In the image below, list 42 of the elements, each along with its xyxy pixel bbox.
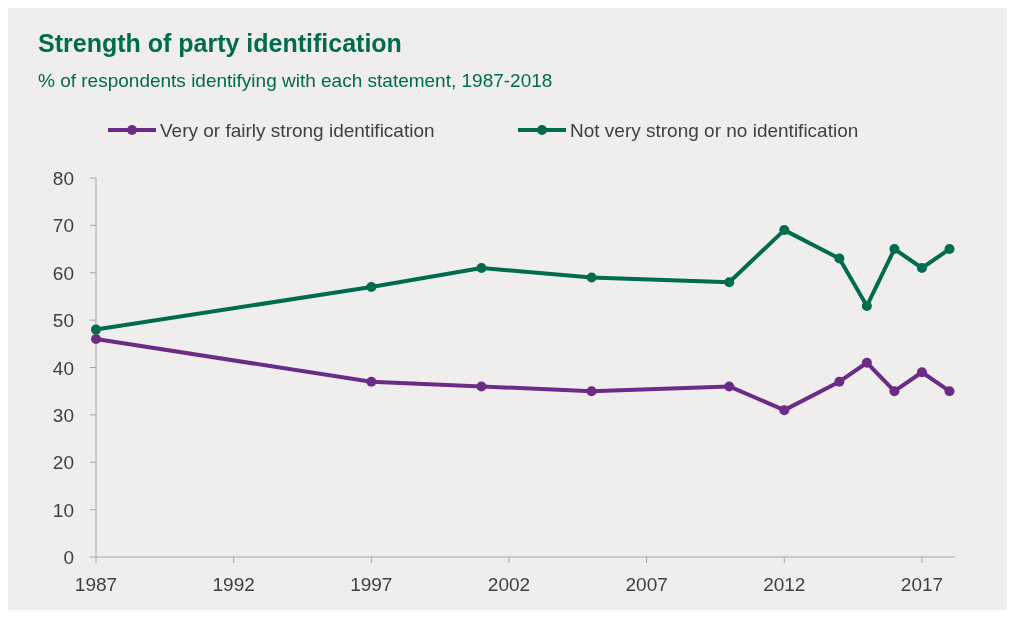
y-tick-label: 50 xyxy=(52,310,74,332)
y-tick-label: 80 xyxy=(52,168,74,189)
chart-title: Strength of party identification xyxy=(38,29,402,57)
point xyxy=(476,381,487,392)
point xyxy=(91,324,101,335)
x-tick-label: 2002 xyxy=(487,574,531,595)
point xyxy=(779,225,790,236)
point xyxy=(944,386,955,397)
point xyxy=(834,376,845,387)
point xyxy=(366,281,377,292)
x-tick-label: 2012 xyxy=(763,574,806,595)
y-tick-label: 60 xyxy=(52,262,74,284)
point xyxy=(861,357,872,368)
x-tick-label: 1987 xyxy=(74,574,118,595)
point xyxy=(944,244,955,255)
x-tick-label: 1997 xyxy=(350,574,393,595)
point xyxy=(724,381,735,392)
y-tick-label: 30 xyxy=(52,404,74,426)
point xyxy=(916,367,927,378)
y-tick-label: 10 xyxy=(52,499,74,521)
point xyxy=(834,253,845,264)
point xyxy=(476,263,487,274)
y-tick-label: 20 xyxy=(52,452,74,474)
y-tick-label: 40 xyxy=(52,357,74,379)
point xyxy=(366,376,377,387)
point xyxy=(889,386,900,397)
point xyxy=(724,277,735,288)
point xyxy=(586,272,597,283)
x-tick-label: 2007 xyxy=(625,574,668,595)
x-tick-label: 2017 xyxy=(900,574,944,595)
legend-label: Not very strong or no identification xyxy=(570,120,859,141)
y-tick-label: 70 xyxy=(52,215,74,237)
point xyxy=(861,300,872,311)
point xyxy=(586,386,597,397)
point xyxy=(91,334,101,345)
x-tick-label: 1992 xyxy=(212,574,255,595)
point xyxy=(916,263,927,274)
point xyxy=(779,405,790,416)
point xyxy=(889,244,900,255)
legend-label: Very or fairly strong identification xyxy=(160,120,435,141)
chart-subtitle: % of respondents identifying with each statement, 1987-2018 xyxy=(38,70,553,91)
y-tick-label: 0 xyxy=(63,547,74,568)
